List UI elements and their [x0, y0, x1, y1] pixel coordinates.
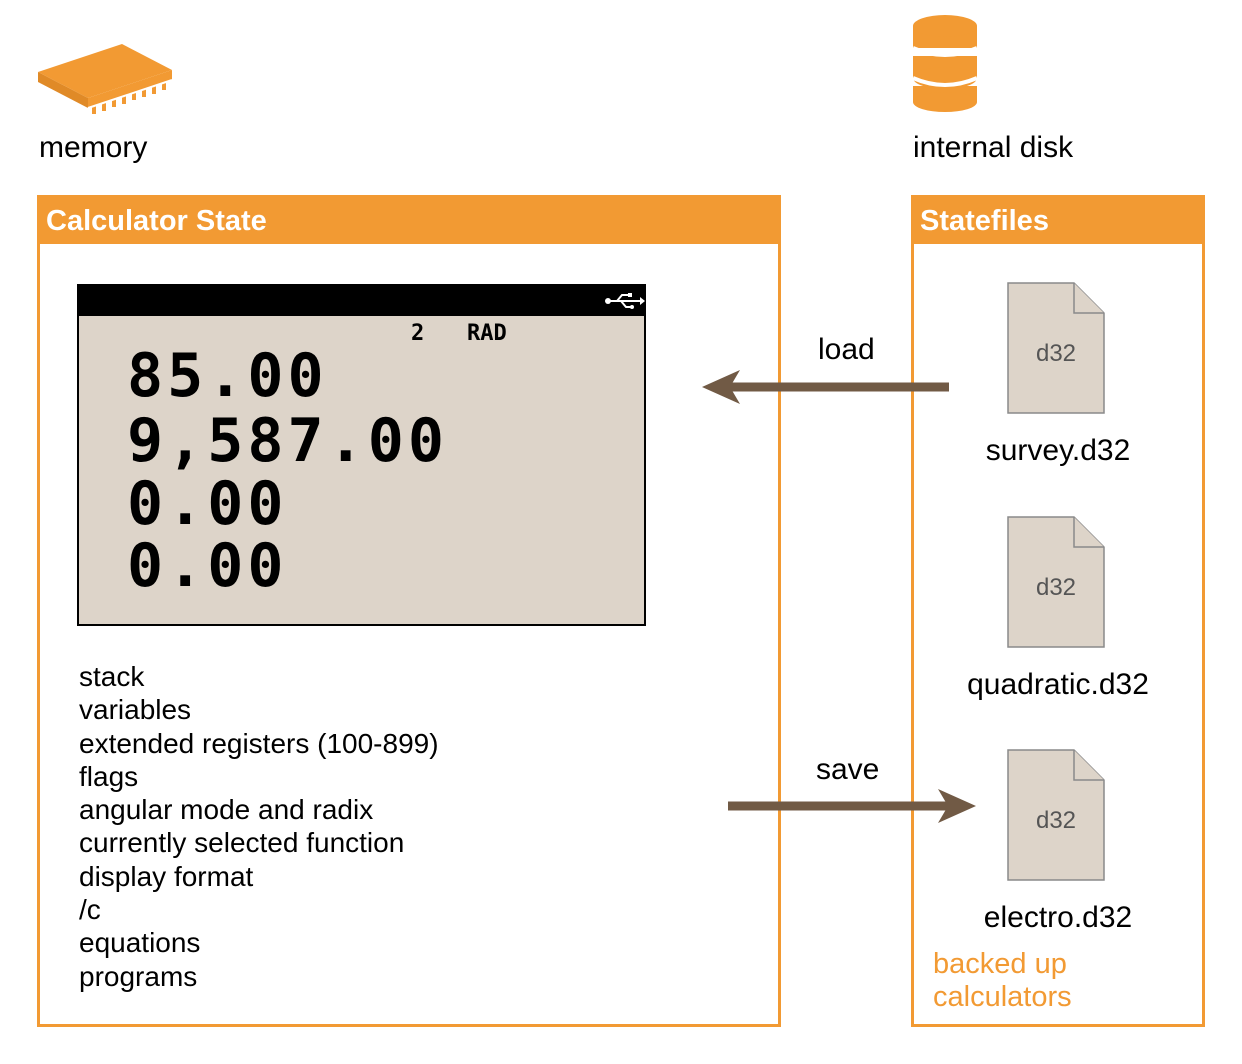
- load-label: load: [818, 333, 875, 366]
- list-item: equations: [79, 927, 201, 959]
- backup-note-line: backed up: [933, 948, 1067, 980]
- stack-row-z: 9,587.00: [127, 406, 448, 476]
- list-item: currently selected function: [79, 827, 405, 859]
- list-item: programs: [79, 960, 198, 992]
- list-item: flags: [79, 760, 139, 792]
- file-name-survey: survey.d32: [985, 434, 1131, 467]
- save-arrow: [728, 789, 976, 823]
- stack-row-t: 85.00: [127, 341, 328, 411]
- stack-depth-indicator: 2: [411, 321, 425, 346]
- database-icon: [912, 15, 978, 112]
- list-item: extended registers (100-899): [79, 727, 439, 759]
- internal-disk-label: internal disk: [913, 131, 1074, 164]
- backup-note: backed up calculators: [933, 948, 1072, 1014]
- angular-mode-indicator: RAD: [467, 321, 507, 346]
- backup-note-line: calculators: [933, 981, 1072, 1013]
- file-type-label: d32: [1035, 807, 1077, 834]
- display-status-bar: [79, 286, 645, 316]
- list-item: variables: [79, 694, 192, 726]
- list-item: /c: [79, 894, 101, 926]
- save-label: save: [816, 753, 880, 786]
- memory-chip-icon: [38, 44, 173, 114]
- file-icon[interactable]: d32: [1007, 516, 1105, 648]
- file-type-label: d32: [1035, 574, 1077, 601]
- statefiles-title: Statefiles: [914, 198, 1202, 244]
- state-contents-list: stack variables extended registers (100-…: [79, 660, 439, 993]
- file-name-electro: electro.d32: [983, 901, 1133, 934]
- file-type-label: d32: [1035, 340, 1077, 367]
- list-item: angular mode and radix: [79, 794, 374, 826]
- calculator-state-title: Calculator State: [40, 198, 778, 244]
- file-icon[interactable]: d32: [1007, 282, 1105, 414]
- list-item: stack: [79, 661, 145, 692]
- load-arrow: [702, 370, 949, 404]
- stack-row-x: 0.00: [127, 531, 288, 601]
- usb-icon: [605, 293, 645, 309]
- file-name-quadratic: quadratic.d32: [967, 668, 1149, 701]
- memory-label: memory: [39, 131, 148, 164]
- list-item: display format: [79, 860, 254, 892]
- calculator-display: 2 RAD 85.00 9,587.00 0.00 0.00: [77, 284, 646, 626]
- file-icon[interactable]: d32: [1007, 749, 1105, 881]
- stack-row-y: 0.00: [127, 469, 288, 539]
